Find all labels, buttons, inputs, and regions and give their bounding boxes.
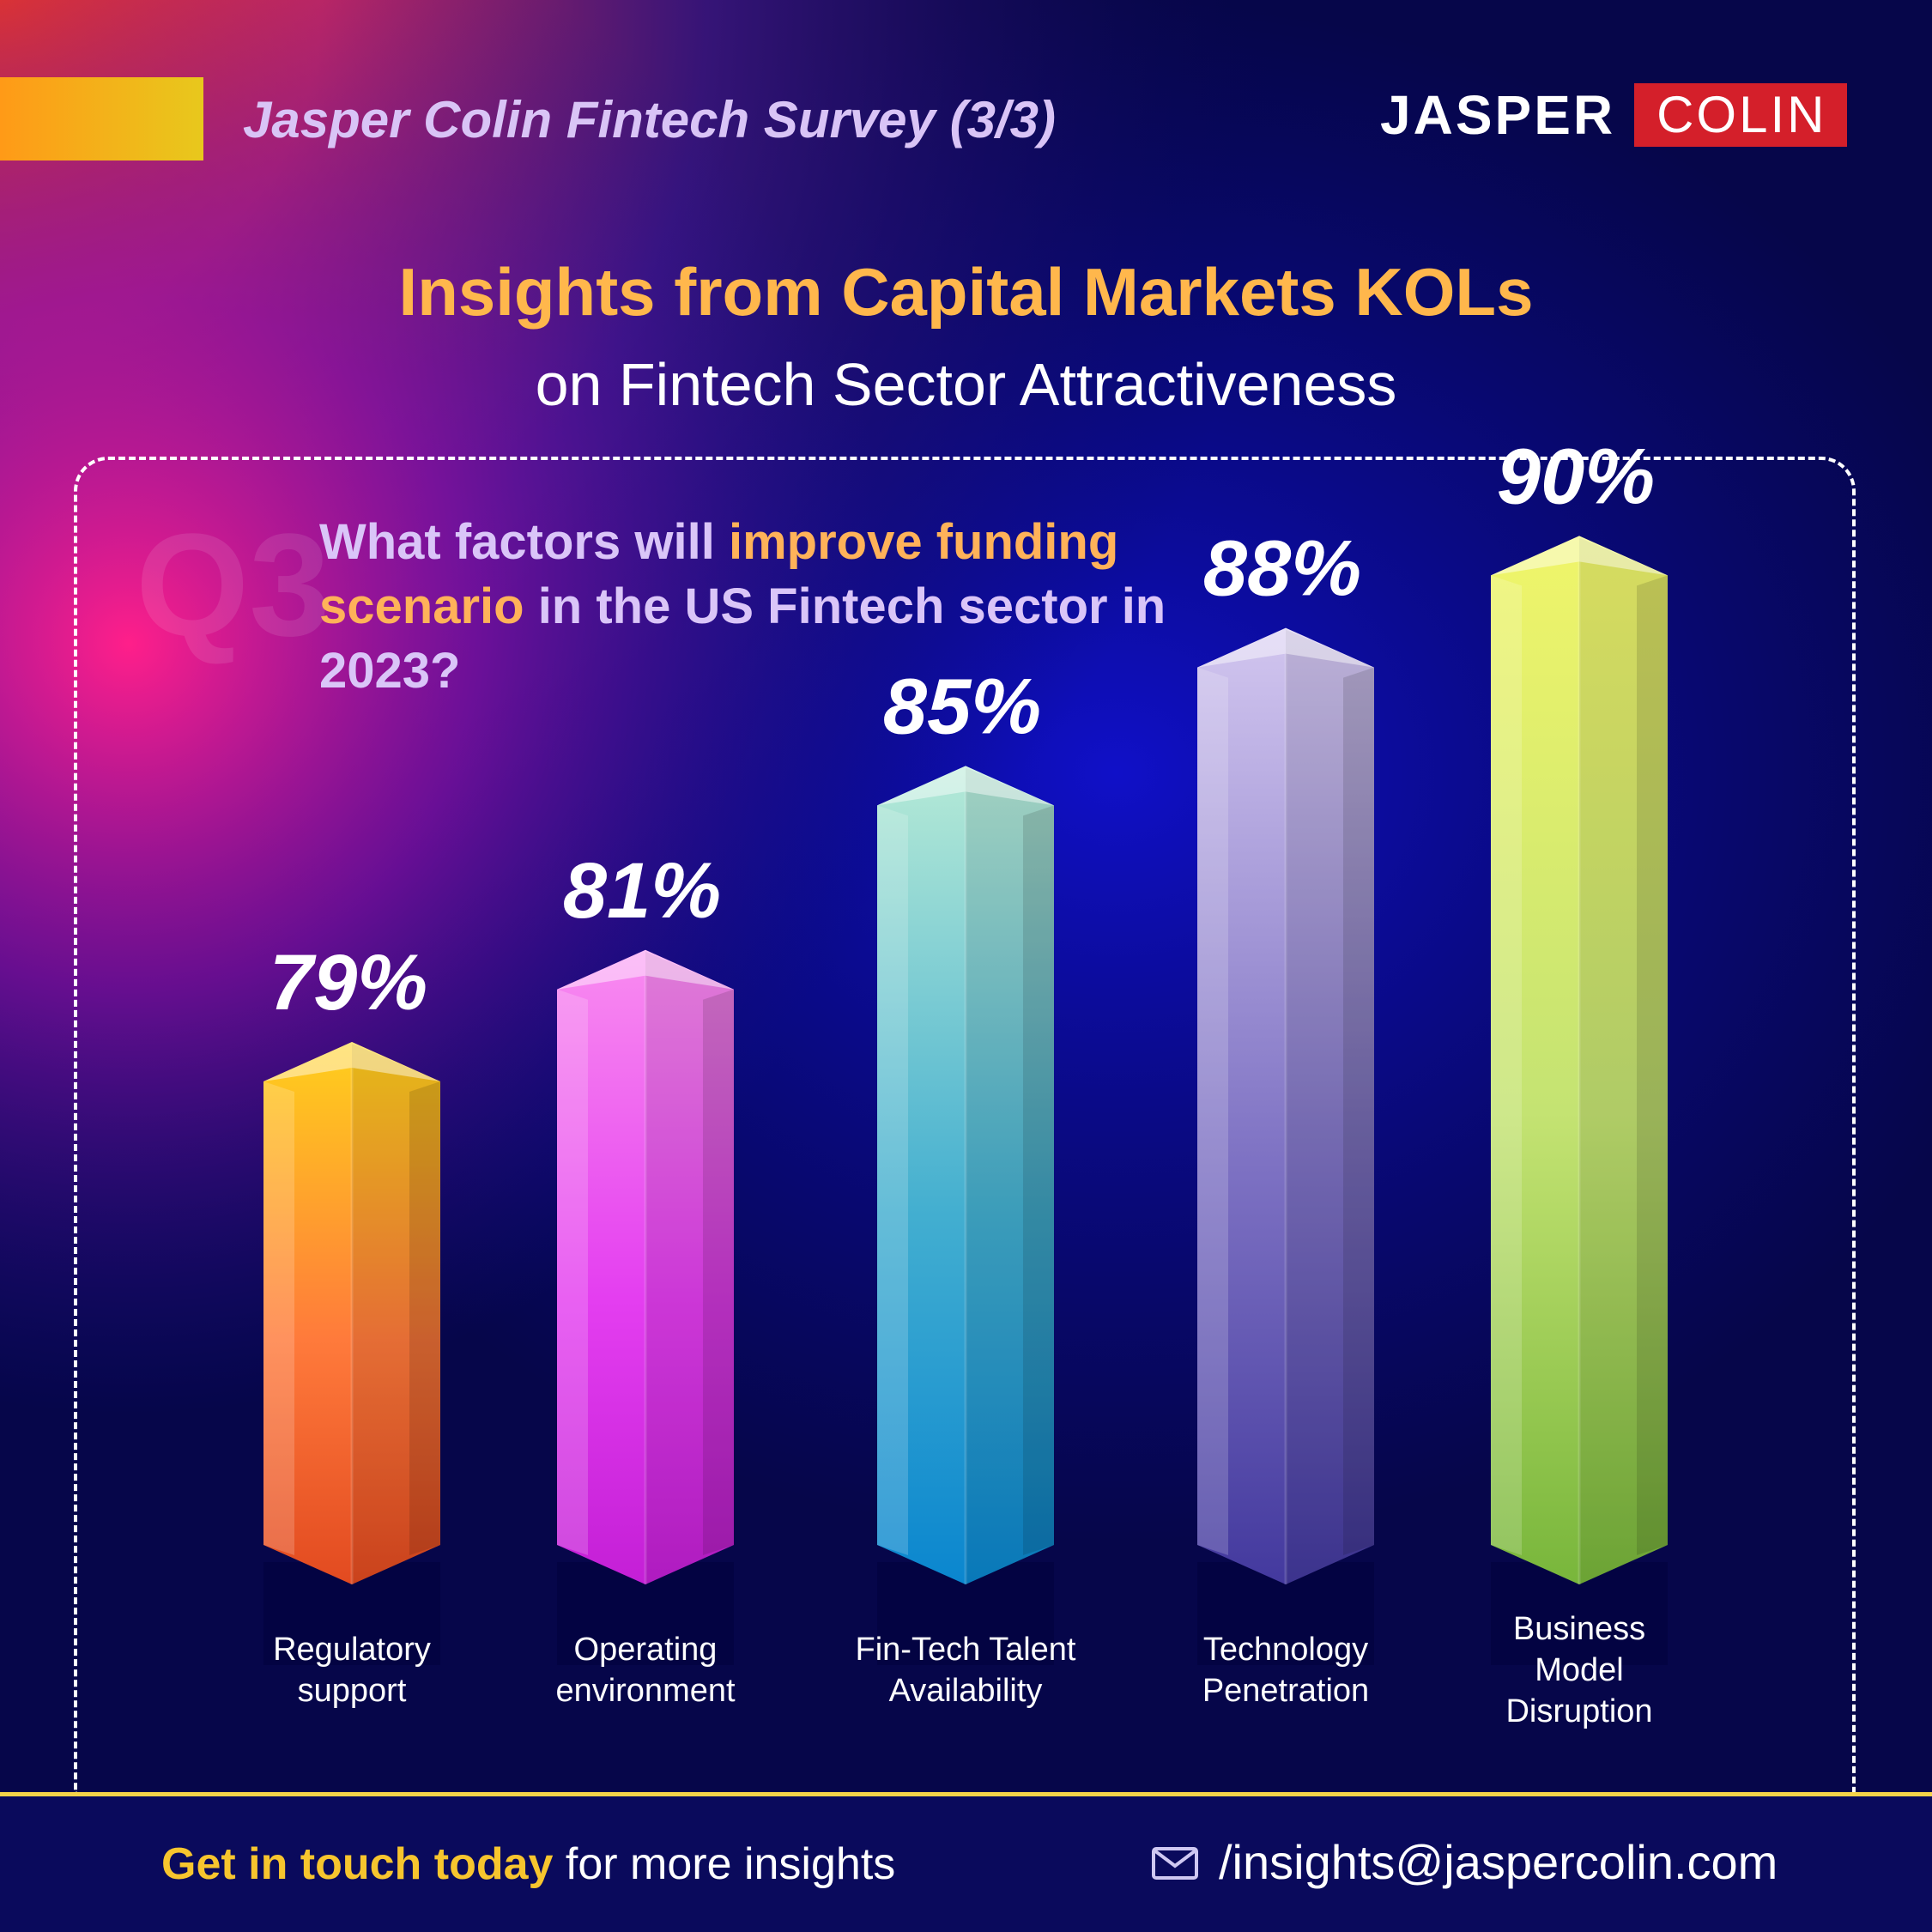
bar-right-edge bbox=[1637, 575, 1668, 1555]
bar-right-edge bbox=[703, 989, 734, 1555]
bar-body bbox=[557, 949, 734, 1584]
envelope-icon bbox=[1152, 1847, 1198, 1880]
footer bbox=[0, 1796, 1932, 1932]
bar-left-edge bbox=[263, 1081, 294, 1555]
logo-jasper-text: JASPER bbox=[1380, 84, 1616, 146]
bar-left-edge bbox=[1491, 575, 1522, 1555]
bar-body bbox=[1491, 536, 1668, 1584]
brand-logo[interactable]: JASPER COLIN bbox=[1380, 83, 1848, 147]
bar-left-edge bbox=[877, 805, 908, 1555]
bar-right-edge bbox=[1023, 805, 1054, 1555]
bar-right-face bbox=[1286, 629, 1374, 1584]
category-label: Fin-Tech Talent Availability bbox=[856, 1632, 1076, 1709]
bar-top-cap bbox=[1491, 536, 1668, 576]
bar-right-face bbox=[1579, 537, 1668, 1584]
bar-1 bbox=[263, 1042, 440, 1665]
bar-body bbox=[877, 766, 1054, 1584]
category-label-line: Technology bbox=[1203, 1632, 1368, 1668]
category-label: Technology Penetration bbox=[1202, 1632, 1369, 1709]
bar-top-cap bbox=[1197, 627, 1374, 668]
page-subtitle: on Fintech Sector Attractiveness bbox=[535, 351, 1397, 418]
question-frame bbox=[74, 457, 1856, 1796]
category-label-line: Availability bbox=[889, 1673, 1043, 1709]
category-label-line: Penetration bbox=[1202, 1673, 1369, 1709]
category-label-line: Business bbox=[1513, 1611, 1645, 1647]
bar-value-label: 79% bbox=[270, 939, 427, 1027]
bar-body bbox=[1197, 627, 1374, 1584]
bar-4 bbox=[1197, 627, 1374, 1665]
category-label-line: support bbox=[298, 1673, 407, 1709]
contact-email-link[interactable]: /insights@jaspercolin.com bbox=[1219, 1835, 1778, 1889]
page-title: Insights from Capital Markets KOLs bbox=[398, 254, 1534, 330]
bar-top-cap bbox=[877, 766, 1054, 806]
category-label-line: environment bbox=[555, 1673, 736, 1709]
question-text: What factors will improve funding scenar… bbox=[319, 510, 1306, 703]
footer-divider bbox=[0, 1792, 1932, 1796]
survey-title: Jasper Colin Fintech Survey (3/3) bbox=[243, 91, 1056, 148]
bar-left-edge bbox=[1197, 667, 1228, 1555]
cta-rest: for more insights bbox=[553, 1839, 896, 1889]
bar-left-edge bbox=[557, 989, 588, 1555]
cta-strong: Get in touch today bbox=[161, 1839, 554, 1889]
category-label: Regulatory support bbox=[273, 1632, 431, 1709]
category-label-line: Operating bbox=[574, 1632, 718, 1668]
bar-right-face bbox=[645, 951, 734, 1584]
category-label-line: Model bbox=[1535, 1652, 1624, 1688]
bar-value-label: 81% bbox=[563, 847, 721, 935]
bar-right-edge bbox=[409, 1081, 440, 1555]
bar-2 bbox=[557, 949, 734, 1665]
category-label-line: Fin-Tech Talent bbox=[856, 1632, 1076, 1668]
question-text-start: What factors will bbox=[319, 514, 729, 570]
bar-value-label: 90% bbox=[1497, 433, 1655, 520]
bar-5 bbox=[1491, 536, 1668, 1665]
bar-right-face bbox=[966, 767, 1054, 1584]
bar-right-edge bbox=[1343, 667, 1374, 1555]
logo-colin-text: COLIN bbox=[1634, 83, 1848, 147]
footer-cta: Get in touch today for more insights bbox=[161, 1837, 895, 1892]
bar-right-face bbox=[352, 1044, 440, 1584]
bar-3 bbox=[877, 766, 1054, 1665]
question-number: Q3 bbox=[136, 504, 330, 667]
bar-value-label: 88% bbox=[1203, 525, 1361, 613]
question-highlight: improve funding scenario bbox=[319, 514, 1119, 634]
bar-top-cap bbox=[263, 1042, 440, 1081]
category-label: Business Model Disruption bbox=[1505, 1611, 1652, 1729]
bar-top-cap bbox=[557, 949, 734, 990]
bar-body bbox=[263, 1042, 440, 1584]
category-label-line: Disruption bbox=[1505, 1693, 1652, 1729]
question-text-end: in the US Fintech sector in 2023? bbox=[319, 578, 1166, 699]
category-label: Operating environment bbox=[555, 1632, 736, 1709]
accent-bar bbox=[0, 77, 203, 160]
bar-value-label: 85% bbox=[883, 663, 1041, 750]
category-label-line: Regulatory bbox=[273, 1632, 431, 1668]
